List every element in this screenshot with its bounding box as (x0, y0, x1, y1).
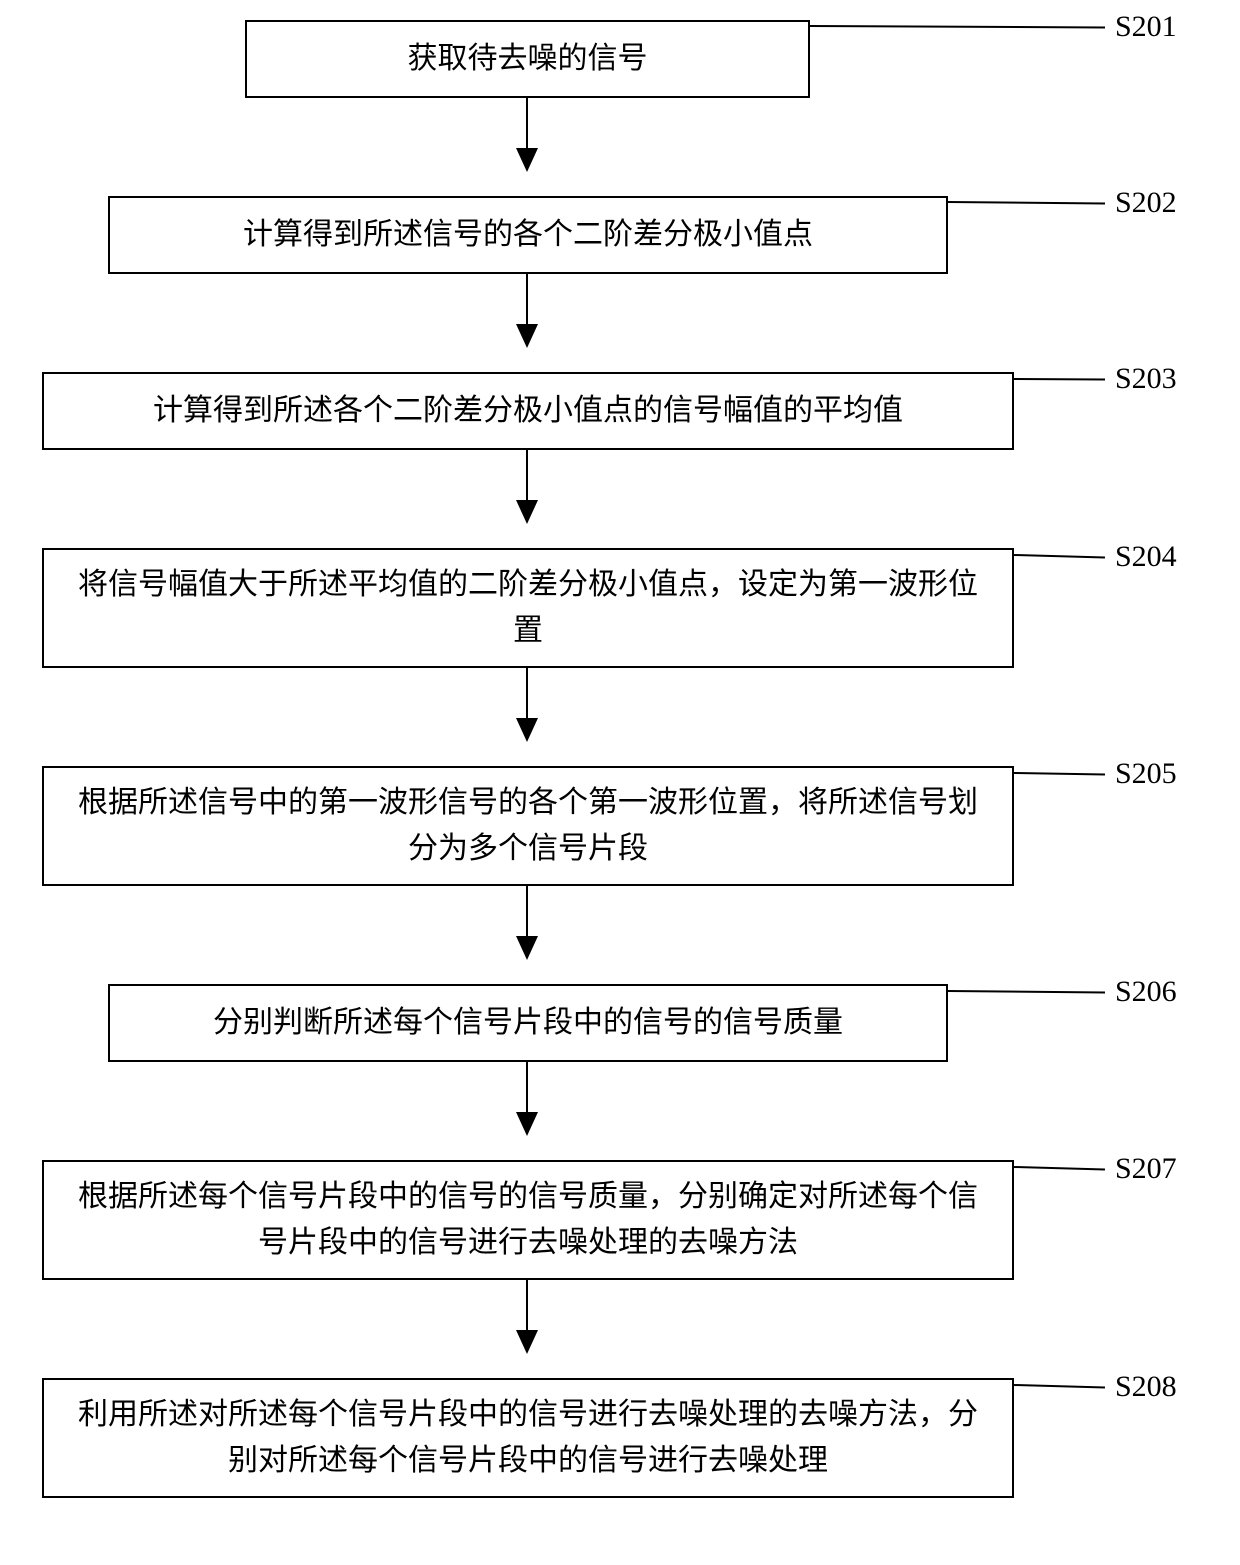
connector-S206-S207 (526, 1062, 528, 1112)
arrowhead-S206 (516, 936, 538, 960)
lead-line-S201 (810, 25, 1105, 28)
connector-S207-S208 (526, 1280, 528, 1330)
flow-step-S204: 将信号幅值大于所述平均值的二阶差分极小值点，设定为第一波形位置 (42, 548, 1014, 668)
step-text: 利用所述对所述每个信号片段中的信号进行去噪处理的去噪方法，分别对所述每个信号片段… (64, 1392, 992, 1485)
lead-line-S206 (948, 990, 1105, 993)
step-text: 将信号幅值大于所述平均值的二阶差分极小值点，设定为第一波形位置 (64, 562, 992, 655)
connector-S201-S202 (526, 98, 528, 148)
step-text: 分别判断所述每个信号片段中的信号的信号质量 (213, 1000, 843, 1047)
step-label-S207: S207 (1115, 1152, 1177, 1186)
arrowhead-S204 (516, 500, 538, 524)
step-text: 获取待去噪的信号 (408, 36, 648, 83)
flow-step-S207: 根据所述每个信号片段中的信号的信号质量，分别确定对所述每个信号片段中的信号进行去… (42, 1160, 1014, 1280)
flow-step-S202: 计算得到所述信号的各个二阶差分极小值点 (108, 196, 948, 274)
lead-line-S204 (1014, 554, 1105, 558)
step-label-S203: S203 (1115, 362, 1177, 396)
arrowhead-S202 (516, 148, 538, 172)
flow-step-S206: 分别判断所述每个信号片段中的信号的信号质量 (108, 984, 948, 1062)
connector-S202-S203 (526, 274, 528, 324)
lead-line-S208 (1014, 1384, 1105, 1388)
lead-line-S207 (1014, 1166, 1105, 1170)
flowchart-canvas: 获取待去噪的信号 S201 计算得到所述信号的各个二阶差分极小值点 S202 计算得到所… (0, 0, 1240, 1565)
step-text: 计算得到所述信号的各个二阶差分极小值点 (243, 212, 813, 259)
connector-S205-S206 (526, 886, 528, 936)
flow-step-S205: 根据所述信号中的第一波形信号的各个第一波形位置，将所述信号划分为多个信号片段 (42, 766, 1014, 886)
flow-step-S208: 利用所述对所述每个信号片段中的信号进行去噪处理的去噪方法，分别对所述每个信号片段… (42, 1378, 1014, 1498)
flow-step-S203: 计算得到所述各个二阶差分极小值点的信号幅值的平均值 (42, 372, 1014, 450)
step-label-S208: S208 (1115, 1370, 1177, 1404)
lead-line-S202 (948, 201, 1105, 204)
step-text: 计算得到所述各个二阶差分极小值点的信号幅值的平均值 (153, 388, 903, 435)
step-label-S201: S201 (1115, 10, 1177, 44)
connector-S203-S204 (526, 450, 528, 500)
lead-line-S203 (1014, 378, 1105, 380)
step-text: 根据所述信号中的第一波形信号的各个第一波形位置，将所述信号划分为多个信号片段 (64, 780, 992, 873)
arrowhead-S208 (516, 1330, 538, 1354)
step-text: 根据所述每个信号片段中的信号的信号质量，分别确定对所述每个信号片段中的信号进行去… (64, 1174, 992, 1267)
arrowhead-S203 (516, 324, 538, 348)
arrowhead-S207 (516, 1112, 538, 1136)
step-label-S204: S204 (1115, 540, 1177, 574)
step-label-S202: S202 (1115, 186, 1177, 220)
step-label-S206: S206 (1115, 975, 1177, 1009)
lead-line-S205 (1014, 772, 1105, 775)
arrowhead-S205 (516, 718, 538, 742)
connector-S204-S205 (526, 668, 528, 718)
flow-step-S201: 获取待去噪的信号 (245, 20, 810, 98)
step-label-S205: S205 (1115, 757, 1177, 791)
